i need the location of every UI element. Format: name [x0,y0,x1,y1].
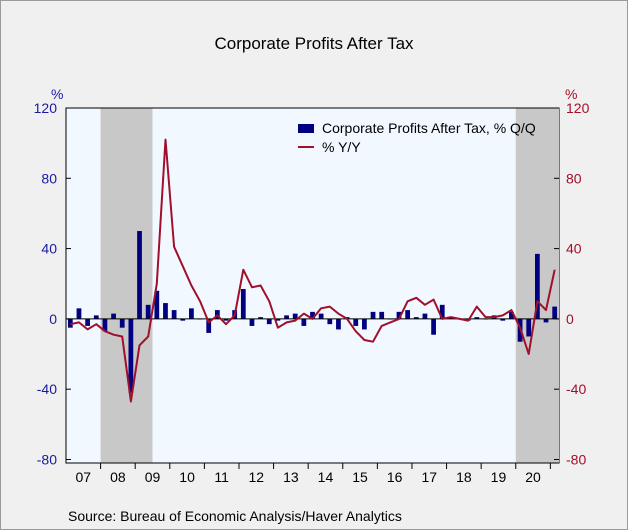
year-label: 08 [110,469,126,485]
year-label: 18 [456,469,472,485]
bar-qq [266,318,272,325]
bar-qq [76,308,82,319]
bar-qq [128,318,134,393]
bar-qq [137,231,142,319]
right-tick-label: 80 [566,170,582,186]
year-label: 19 [491,469,507,485]
left-axis-unit: % [51,86,64,102]
year-label: 16 [387,469,403,485]
bar-qq [102,318,108,332]
year-label: 07 [76,469,92,485]
bar-qq [439,304,445,319]
line-yy [70,138,556,403]
year-label: 17 [421,469,437,485]
bar-qq [180,318,186,321]
left-tick-label: -80 [37,451,57,467]
bar-qq [422,313,428,319]
source-note: Source: Bureau of Economic Analysis/Have… [68,508,402,524]
bar-qq [379,311,385,319]
bar-qq [111,313,116,319]
bar-qq [145,304,151,319]
bar-qq [163,303,168,319]
bar-qq [171,310,177,319]
year-label: 09 [145,469,161,485]
left-tick-label: 0 [49,311,57,327]
legend-label-yy: % Y/Y [322,139,361,155]
legend-swatch-qq [298,124,314,133]
bar-qq [405,310,411,319]
bar-qq [552,306,558,319]
right-tick-label: 120 [566,100,590,116]
right-axis-unit: % [565,86,578,102]
bar-qq [413,317,419,319]
bar-qq [431,318,436,335]
bar-qq [526,318,532,337]
bar-qq [509,311,514,319]
bar-qq [258,317,263,319]
bar-qq [396,311,402,319]
bar-qq [249,318,255,326]
bar-qq [474,317,480,319]
left-tick-label: 80 [41,170,57,186]
right-tick-label: -80 [566,451,586,467]
recession-shade [100,108,153,463]
bar-qq [336,318,341,330]
right-tick-label: -40 [566,381,586,397]
right-tick-label: 0 [566,311,574,327]
bar-qq [370,311,376,319]
bar-qq [93,315,99,319]
bar-qq [318,313,324,319]
bar-qq [206,318,212,333]
chart-title: Corporate Profits After Tax [214,34,414,53]
year-label: 10 [179,469,195,485]
bar-qq [292,313,298,319]
left-tick-label: -40 [37,381,57,397]
bar-qq [500,318,506,321]
bar-qq [119,318,125,328]
bar-qq [534,253,540,319]
bar-qq [301,318,307,326]
left-tick-label: 40 [41,241,57,257]
bar-qq [353,318,359,326]
bar-qq [240,289,246,319]
year-label: 11 [214,469,229,485]
bar-qq [154,290,160,319]
bar-qq [275,318,281,321]
year-label: 13 [283,469,299,485]
bar-qq [543,318,549,323]
bar-qq [327,318,333,325]
bar-qq [284,315,289,319]
bar-qq [223,318,229,321]
bar-qq [362,318,367,330]
bar-qq [189,308,194,319]
bar-qq [310,311,315,319]
year-label: 14 [318,469,334,485]
right-tick-label: 40 [566,241,582,257]
year-label: 15 [352,469,368,485]
year-label: 20 [525,469,541,485]
legend-label-qq: Corporate Profits After Tax, % Q/Q [322,120,536,136]
bar-qq [85,318,91,326]
left-tick-label: 120 [34,100,58,116]
year-label: 12 [248,469,264,485]
